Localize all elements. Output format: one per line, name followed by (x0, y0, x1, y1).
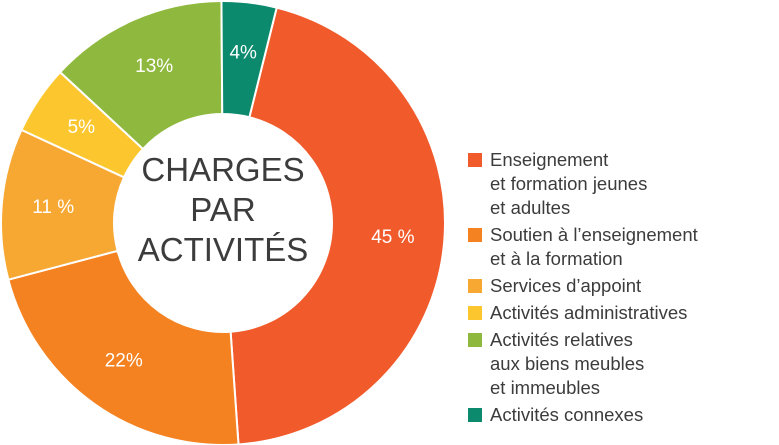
legend-item: Activités relatives aux biens meubles et… (468, 328, 698, 400)
legend-swatch (468, 153, 482, 167)
legend-swatch (468, 228, 482, 242)
donut-segment (220, 0, 278, 119)
legend: Enseignement et formation jeunes et adul… (468, 148, 698, 427)
value-label: 45 % (371, 227, 414, 248)
legend-item: Activités administratives (468, 301, 698, 325)
legend-swatch (468, 306, 482, 320)
donut-segment (7, 249, 240, 445)
value-label: 5% (68, 117, 96, 138)
legend-swatch (468, 408, 482, 422)
value-label: 13% (135, 56, 173, 77)
legend-label: Services d’appoint (490, 275, 642, 296)
donut: 45 % 22% 11 % 5% 13% 4% (0, 0, 446, 445)
value-label: 22% (105, 351, 143, 372)
legend-item: Enseignement et formation jeunes et adul… (468, 148, 698, 220)
legend-label: Enseignement et formation jeunes et adul… (490, 149, 648, 218)
legend-item: Soutien à l’enseignement et à la formati… (468, 223, 698, 271)
legend-item: Activités connexes (468, 403, 698, 427)
chart-title: CHARGES PAR ACTIVITÉS (137, 151, 309, 268)
legend-label: Activités connexes (490, 404, 644, 425)
value-label: 11 % (32, 197, 74, 218)
legend-swatch (468, 333, 482, 347)
legend-label: Activités relatives aux biens meubles et… (490, 329, 645, 398)
value-label: 4% (229, 43, 257, 64)
donut-segment (229, 6, 446, 445)
legend-swatch (468, 279, 482, 293)
legend-label: Activités administratives (490, 302, 688, 323)
legend-label: Soutien à l’enseignement et à la formati… (490, 224, 698, 269)
legend-item: Services d’appoint (468, 274, 698, 298)
